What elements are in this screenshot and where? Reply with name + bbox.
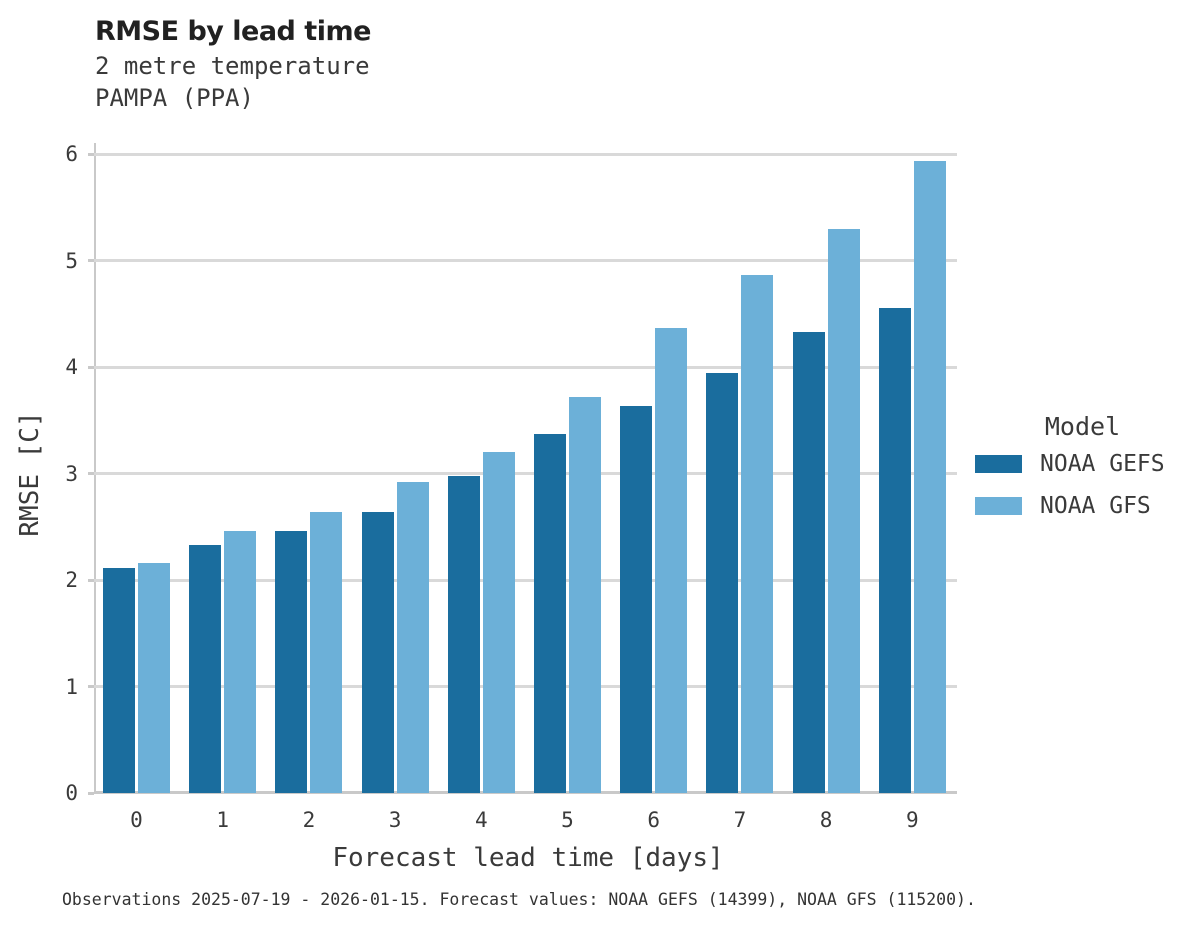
bar-noaa-gefs-lead-3 <box>361 511 394 793</box>
y-tick-label-3: 3 <box>65 461 78 486</box>
bar-noaa-gfs-lead-4 <box>482 452 515 793</box>
y-tick-label-6: 6 <box>65 142 78 166</box>
x-tick-label-6: 6 <box>647 808 661 832</box>
y-tickmark-4 <box>88 365 94 369</box>
chart-title: RMSE by lead time <box>95 16 371 47</box>
legend-label-gefs: NOAA GEFS <box>1040 451 1165 477</box>
bar-noaa-gefs-lead-6 <box>620 406 653 793</box>
gridline-y-1 <box>94 685 957 688</box>
y-tickmark-6 <box>88 152 94 156</box>
gridline-y-2 <box>94 578 957 582</box>
x-axis-title: Forecast lead time [days] <box>332 843 724 873</box>
x-tick-label-8: 8 <box>819 808 833 832</box>
bar-noaa-gfs-lead-6 <box>655 327 688 793</box>
x-tick-label-9: 9 <box>905 808 919 832</box>
legend-swatch-gefs <box>975 455 1022 473</box>
bar-noaa-gefs-lead-7 <box>706 373 739 793</box>
legend: Model NOAA GEFS NOAA GFS <box>975 412 1190 535</box>
plot-area <box>88 143 957 795</box>
chart-subtitle-variable: 2 metre temperature <box>95 52 370 80</box>
gridline-y-6 <box>94 152 957 156</box>
bar-noaa-gefs-lead-5 <box>534 434 566 793</box>
legend-title: Model <box>1044 412 1121 441</box>
bar-noaa-gefs-lead-4 <box>447 475 480 793</box>
bar-noaa-gfs-lead-9 <box>913 161 946 793</box>
x-tick-label-3: 3 <box>388 808 402 832</box>
legend-item-gfs: NOAA GFS <box>975 493 1190 519</box>
x-tick-label-7: 7 <box>733 808 747 832</box>
gridline-y-4 <box>94 365 957 369</box>
x-tick-label-4: 4 <box>474 808 488 832</box>
chart-subtitle-station: PAMPA (PPA) <box>95 84 254 112</box>
x-tick-label-1: 1 <box>216 808 230 832</box>
bar-noaa-gefs-lead-2 <box>275 531 308 793</box>
y-tick-label-4: 4 <box>65 355 78 379</box>
y-tick-label-1: 1 <box>65 674 78 699</box>
y-tickmark-0 <box>88 791 94 795</box>
bar-noaa-gefs-lead-1 <box>189 544 222 793</box>
gridline-y-3 <box>94 472 957 475</box>
bar-noaa-gfs-lead-3 <box>396 482 429 793</box>
legend-label-gfs: NOAA GFS <box>1040 493 1151 519</box>
bar-noaa-gefs-lead-9 <box>878 308 911 793</box>
bar-noaa-gfs-lead-8 <box>827 228 860 793</box>
bar-noaa-gfs-lead-1 <box>224 531 257 793</box>
x-tick-label-5: 5 <box>561 808 574 832</box>
y-tickmark-2 <box>88 578 94 582</box>
y-axis-spine <box>94 143 96 794</box>
bar-noaa-gfs-lead-0 <box>138 562 170 793</box>
y-tick-label-0: 0 <box>65 781 78 805</box>
bar-noaa-gfs-lead-7 <box>741 275 774 793</box>
y-tick-label-5: 5 <box>65 248 78 273</box>
legend-swatch-gfs <box>975 497 1022 515</box>
x-axis-line <box>94 791 957 794</box>
bar-noaa-gefs-lead-8 <box>792 331 825 793</box>
gridline-y-5 <box>94 259 957 262</box>
bar-noaa-gfs-lead-5 <box>569 396 601 793</box>
y-tickmark-5 <box>88 259 94 262</box>
bar-noaa-gfs-lead-2 <box>310 511 343 793</box>
caption-note: Observations 2025-07-19 - 2026-01-15. Fo… <box>62 890 976 909</box>
x-tick-label-0: 0 <box>130 808 143 832</box>
y-tickmark-1 <box>88 685 94 688</box>
y-tickmark-3 <box>88 472 94 475</box>
y-tick-label-2: 2 <box>65 568 78 592</box>
bar-noaa-gefs-lead-0 <box>103 568 135 793</box>
x-tick-label-2: 2 <box>302 808 316 832</box>
legend-item-gefs: NOAA GEFS <box>975 451 1190 477</box>
